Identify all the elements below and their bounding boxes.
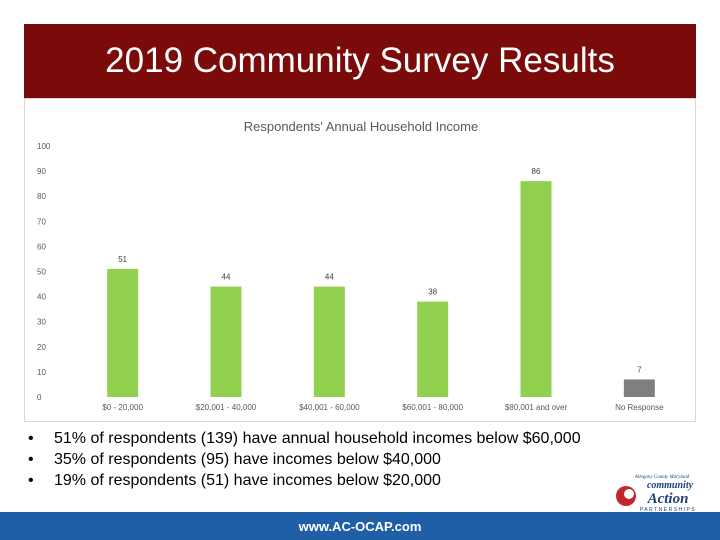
- bar: [107, 268, 139, 397]
- bullet-item: • 35% of respondents (95) have incomes be…: [28, 449, 581, 470]
- data-label: 44: [222, 273, 231, 282]
- footer-bar: www.AC-OCAP.com: [0, 512, 720, 540]
- bullet-text: 51% of respondents (139) have annual hou…: [54, 430, 581, 447]
- y-tick-label: 90: [37, 167, 46, 176]
- community-action-logo: Allegany County Maryland community Actio…: [616, 475, 696, 513]
- bar: [623, 379, 655, 397]
- y-tick-label: 40: [37, 293, 46, 302]
- bar: [313, 286, 345, 397]
- y-tick-label: 20: [37, 343, 46, 352]
- bullet-dot: •: [28, 451, 34, 468]
- bullet-item: • 51% of respondents (139) have annual ho…: [28, 428, 581, 449]
- data-label: 44: [325, 273, 334, 282]
- bar: [520, 181, 552, 397]
- title-banner: 2019 Community Survey Results: [24, 24, 696, 98]
- chart-svg: Respondents' Annual Household Income 0 10 2…: [37, 119, 664, 412]
- data-label: 86: [532, 167, 541, 176]
- y-tick-label: 10: [37, 368, 46, 377]
- footer-url[interactable]: www.AC-OCAP.com: [298, 518, 422, 534]
- bullet-dot: •: [28, 430, 34, 447]
- y-tick-label: 80: [37, 192, 46, 201]
- income-chart: Respondents' Annual Household Income 0 10 2…: [24, 98, 696, 422]
- data-label: 7: [637, 365, 642, 374]
- logo-word-action: Action: [647, 491, 689, 507]
- bullet-item: • 19% of respondents (51) have incomes be…: [28, 470, 581, 491]
- y-tick-label: 30: [37, 318, 46, 327]
- y-tick-label: 60: [37, 242, 46, 251]
- y-tick-label: 70: [37, 217, 46, 226]
- x-tick-label: $20,001 - 40,000: [196, 403, 257, 412]
- logo-word-community: community: [647, 480, 694, 491]
- slide-title: 2019 Community Survey Results: [105, 41, 615, 80]
- chart-title: Respondents' Annual Household Income: [244, 119, 478, 134]
- bar: [417, 301, 449, 397]
- bullet-list: • 51% of respondents (139) have annual ho…: [28, 428, 581, 491]
- data-label: 38: [428, 288, 437, 297]
- x-tick-label: $40,001 - 60,000: [299, 403, 360, 412]
- bullet-dot: •: [28, 472, 34, 489]
- x-tick-label: $60,001 - 80,000: [402, 403, 463, 412]
- x-tick-label: $80,001 and over: [505, 403, 568, 412]
- y-tick-label: 100: [37, 142, 51, 151]
- bullet-text: 19% of respondents (51) have incomes bel…: [54, 472, 441, 489]
- x-tick-label: $0 - 20,000: [102, 403, 143, 412]
- logo-top-text: Allegany County Maryland: [634, 475, 690, 480]
- y-tick-label: 50: [37, 268, 46, 277]
- x-tick-label: No Response: [615, 403, 664, 412]
- bullet-text: 35% of respondents (95) have incomes bel…: [54, 451, 441, 468]
- bar: [210, 286, 242, 397]
- y-tick-label: 0: [37, 393, 42, 402]
- data-label: 51: [118, 255, 127, 264]
- logo-bottom-text: PARTNERSHIPS: [640, 507, 696, 513]
